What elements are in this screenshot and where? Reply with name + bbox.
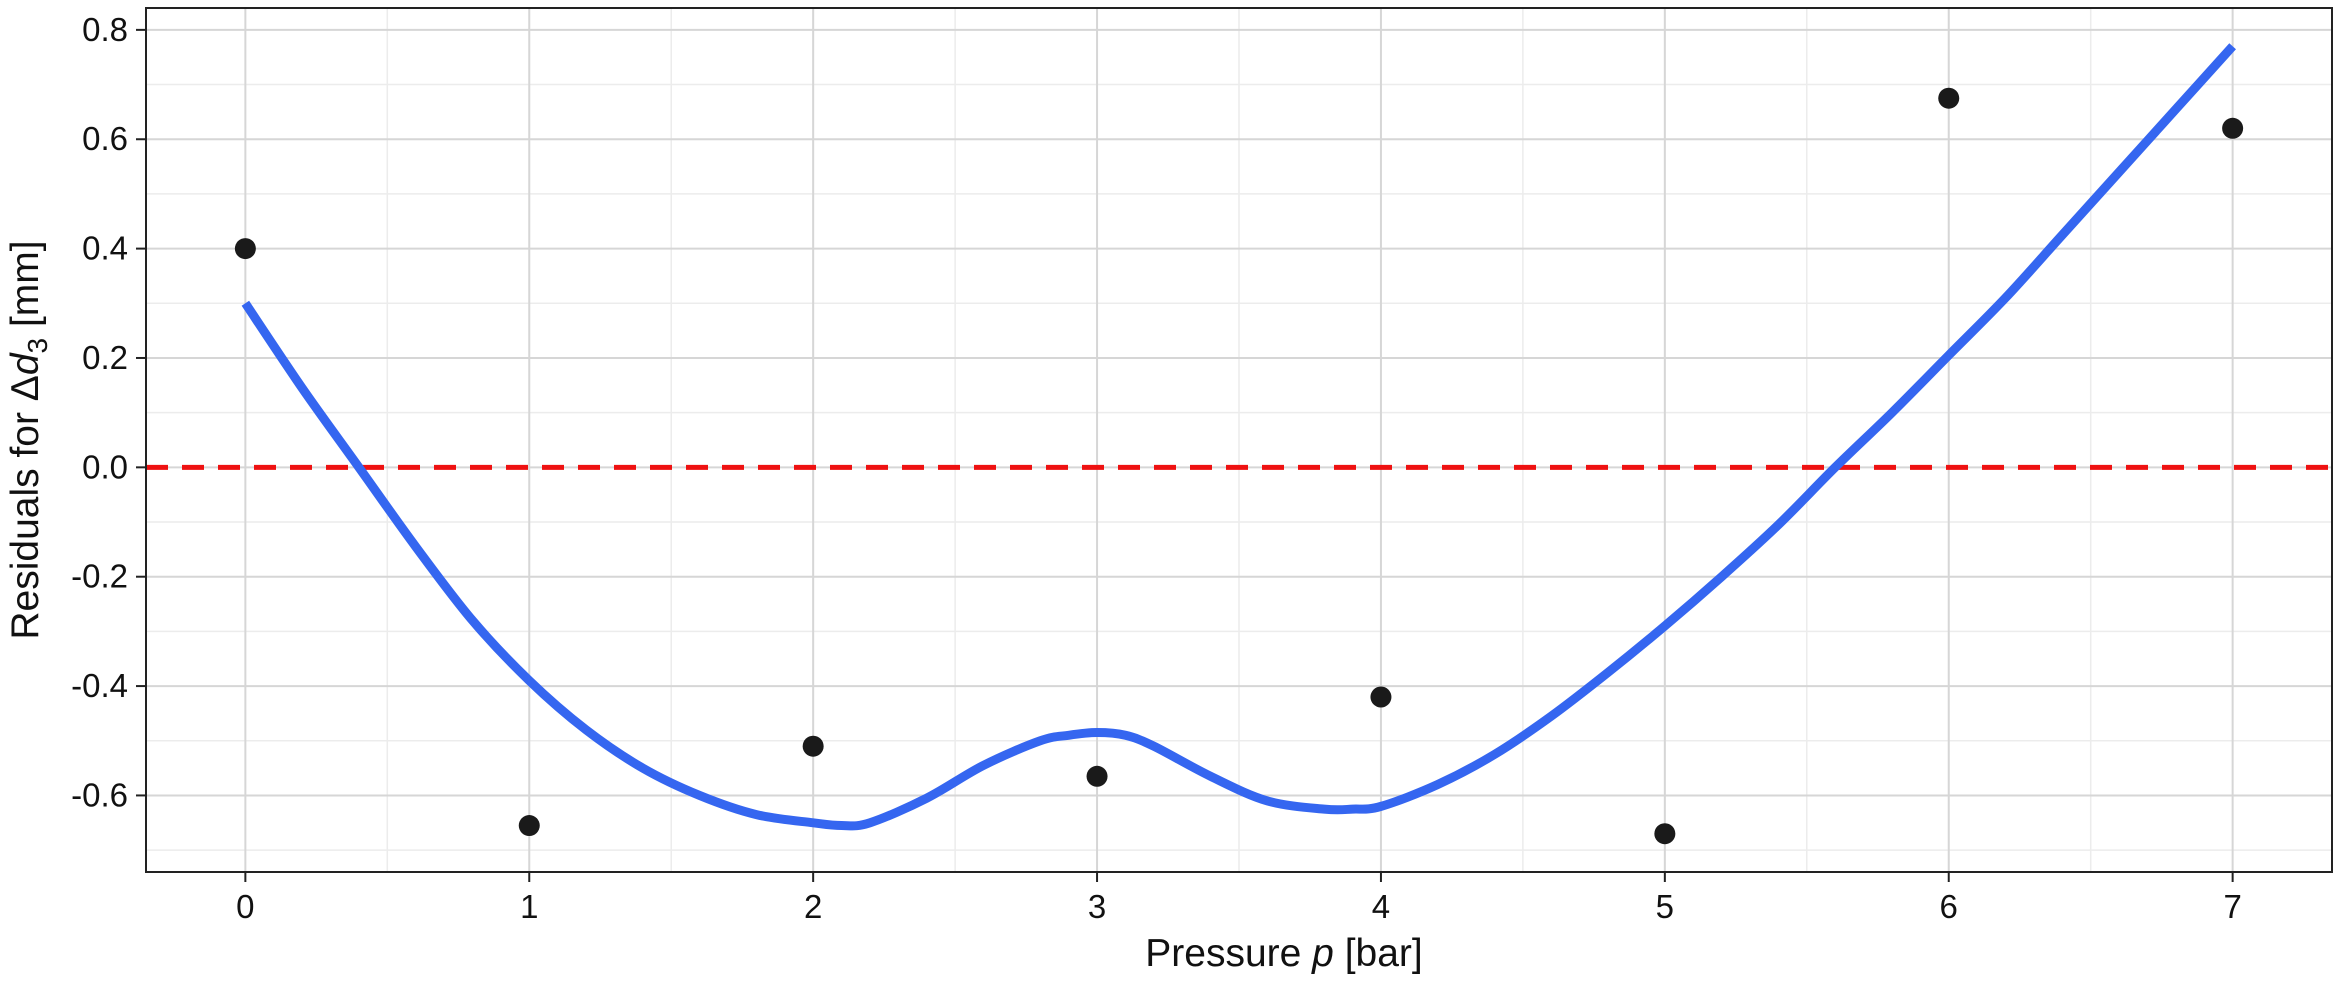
data-point bbox=[234, 238, 256, 260]
data-point bbox=[1086, 765, 1108, 787]
data-point bbox=[1370, 686, 1392, 708]
x-tick-label: 7 bbox=[2223, 888, 2241, 925]
minor-grid bbox=[146, 8, 2332, 872]
y-axis-title: Residuals for Δd3 [mm] bbox=[4, 240, 53, 639]
data-points bbox=[234, 87, 2244, 845]
x-tick-label: 1 bbox=[520, 888, 538, 925]
x-axis-ticks: 0 1 2 3 4 5 6 7 bbox=[236, 872, 2242, 925]
y-tick-label: 0.6 bbox=[82, 120, 128, 157]
data-point bbox=[1654, 823, 1676, 845]
y-tick-label: -0.6 bbox=[71, 776, 128, 813]
plot-frame bbox=[145, 7, 2333, 873]
x-tick-label: 0 bbox=[236, 888, 254, 925]
data-point bbox=[518, 815, 540, 837]
x-tick-label: 6 bbox=[1940, 888, 1958, 925]
y-tick-label: -0.4 bbox=[71, 667, 128, 704]
x-tick-label: 2 bbox=[804, 888, 822, 925]
data-point bbox=[802, 735, 824, 757]
y-tick-label: 0.2 bbox=[82, 339, 128, 376]
y-tick-label: -0.2 bbox=[71, 558, 128, 595]
y-axis-ticks: -0.6 -0.4 -0.2 0.0 0.2 0.4 0.6 0.8 bbox=[71, 11, 146, 813]
data-point bbox=[2222, 117, 2244, 139]
smooth-fit-curve bbox=[241, 43, 2236, 831]
x-tick-label: 5 bbox=[1656, 888, 1674, 925]
data-point bbox=[1938, 87, 1960, 109]
x-axis-title: Pressure p [bar] bbox=[1145, 932, 1422, 975]
x-tick-label: 3 bbox=[1088, 888, 1106, 925]
y-tick-label: 0.4 bbox=[82, 230, 128, 267]
x-tick-label: 4 bbox=[1372, 888, 1390, 925]
y-tick-label: 0.0 bbox=[82, 448, 128, 485]
y-tick-label: 0.8 bbox=[82, 11, 128, 48]
